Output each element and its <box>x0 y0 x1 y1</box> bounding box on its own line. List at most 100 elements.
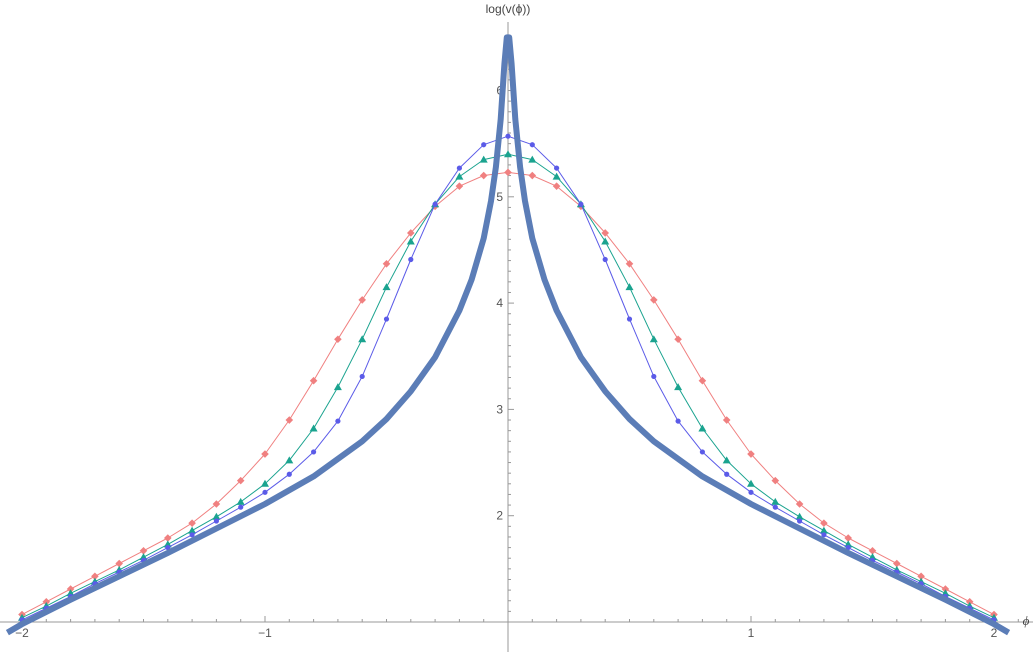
series-3-point <box>311 449 317 455</box>
series-2-point <box>285 456 294 464</box>
series-1-point <box>844 534 852 542</box>
series-3-point <box>165 544 171 551</box>
series-1-point <box>407 229 415 237</box>
series-1-point <box>455 182 464 190</box>
series-3-point <box>529 142 535 148</box>
series-4-line <box>5 34 1011 636</box>
series-3-point <box>675 418 681 424</box>
series-1-point <box>747 450 755 458</box>
series-3-point <box>213 518 219 524</box>
series-1-point <box>893 559 901 568</box>
series-2-point <box>795 512 804 520</box>
series-1-point <box>382 259 391 268</box>
series-2-point <box>139 553 148 561</box>
series-1-point <box>285 416 294 424</box>
series-1-point <box>236 476 245 485</box>
series-1-point <box>941 585 950 593</box>
series-2-point <box>358 335 367 343</box>
y-tick-label: 2 <box>496 509 503 523</box>
series-3-point <box>383 316 390 322</box>
series-4 <box>5 34 1011 636</box>
series-2-point <box>747 479 755 487</box>
x-axis-label: ϕ <box>1023 613 1030 628</box>
series-2-point <box>66 589 75 597</box>
series-1-point <box>212 500 221 508</box>
series-2-point <box>504 150 512 158</box>
series-3-point <box>626 316 633 322</box>
series-2-point <box>819 526 828 534</box>
series-1-point <box>674 335 682 344</box>
y-tick-label: 3 <box>496 402 503 416</box>
series-3-point <box>724 471 730 477</box>
series-2-point <box>722 456 731 464</box>
series-1-point <box>601 229 609 237</box>
series-2-point <box>382 283 391 291</box>
series-3-point <box>481 142 487 148</box>
series-2-point <box>844 540 853 548</box>
series-2-point <box>698 424 707 432</box>
series-1-point <box>965 598 974 606</box>
series-3-point <box>845 544 851 551</box>
series-1-point <box>917 572 925 581</box>
series-2-point <box>601 237 610 245</box>
series-1-point <box>650 296 658 304</box>
series-1-point <box>42 598 51 606</box>
y-tick-label: 4 <box>496 296 503 310</box>
series-1-point <box>528 171 537 180</box>
series-1-point <box>795 500 804 508</box>
series-2-point <box>649 335 658 343</box>
series-3-point <box>359 373 365 380</box>
series-3-point <box>456 165 462 171</box>
series-2-point <box>236 497 245 505</box>
series-3-point <box>821 532 827 538</box>
series-1-point <box>164 534 172 542</box>
series-3-point <box>408 256 414 263</box>
series-3-point <box>505 133 511 139</box>
series-layer <box>5 34 1011 636</box>
series-2-point <box>309 424 318 432</box>
series-3-point <box>286 471 292 477</box>
series-2-point <box>674 383 683 391</box>
series-2-point <box>188 526 197 534</box>
x-tick-label: 1 <box>748 626 755 640</box>
series-1-point <box>309 376 318 385</box>
series-2-point <box>625 283 634 291</box>
series-3-point <box>554 165 560 171</box>
series-3-point <box>262 489 268 495</box>
series-1-point <box>698 376 707 385</box>
series-2-point <box>868 553 877 561</box>
series-2-point <box>479 155 488 163</box>
series-1-point <box>820 519 828 527</box>
series-3-point <box>238 504 244 510</box>
series-3-point <box>432 201 438 207</box>
series-1-point <box>139 546 148 555</box>
series-1-point <box>868 546 877 555</box>
x-tick-label: 2 <box>991 626 998 640</box>
series-3-point <box>602 256 608 263</box>
series-1-point <box>358 296 366 304</box>
series-2-point <box>212 512 221 520</box>
series-1-point <box>334 335 342 344</box>
series-2-point <box>406 237 415 245</box>
series-3-point <box>578 201 584 207</box>
series-1-point <box>188 519 196 527</box>
series-2-point <box>552 172 561 180</box>
series-2-point <box>941 589 950 597</box>
series-2-point <box>163 540 172 548</box>
series-1-point <box>261 450 269 458</box>
series-3-point <box>797 518 803 524</box>
series-2-point <box>261 479 269 487</box>
series-1-point <box>552 182 561 190</box>
series-2-point <box>771 497 780 505</box>
series-1-point <box>771 476 780 485</box>
series-3-point <box>651 373 657 380</box>
x-tick-label: −1 <box>258 626 272 640</box>
series-2-point <box>455 172 464 180</box>
y-tick-label: 5 <box>496 190 503 204</box>
series-1-point <box>66 585 75 593</box>
series-2-point <box>333 383 342 391</box>
series-1-point <box>722 416 731 424</box>
series-2-point <box>528 155 537 163</box>
